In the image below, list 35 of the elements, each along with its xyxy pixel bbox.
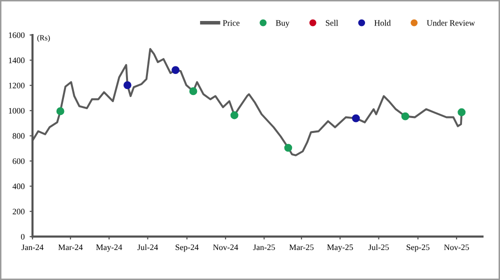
x-tick-label: Nov-25	[444, 244, 469, 250]
y-tick-label: 800	[12, 133, 25, 139]
point	[352, 114, 360, 122]
point	[123, 81, 132, 90]
legend-label: Price	[222, 20, 240, 26]
x-tick-label: May-25	[327, 244, 353, 252]
x-tick-label: Nov-24	[213, 244, 238, 250]
x-tick-label: Sep-24	[176, 244, 199, 252]
y-tick-label: 200	[12, 208, 25, 214]
point	[401, 112, 410, 120]
x-tick-label: Jan-25	[253, 244, 275, 250]
x-tick-label: Mar-25	[289, 244, 314, 250]
y-tick-label: 1000	[8, 108, 25, 114]
y-tick-label: 600	[12, 158, 25, 164]
point	[230, 111, 238, 120]
x-tick-label: Jul-25	[368, 244, 389, 250]
legend-label: Buy	[276, 20, 290, 28]
point	[458, 108, 466, 116]
y-tick-label: 400	[12, 184, 25, 190]
point	[189, 87, 198, 96]
y-tick-label: 1200	[8, 82, 25, 88]
x-tick-label: Jul-24	[137, 244, 158, 250]
point	[56, 107, 64, 116]
y-tick-label: 0	[21, 234, 25, 240]
legend-label: Hold	[374, 20, 391, 26]
y-tick-label: 1600	[8, 32, 25, 38]
x-tick-label: May-24	[96, 244, 122, 252]
x-tick-label: Mar-24	[58, 244, 83, 250]
legend-label: Under Review	[426, 20, 475, 26]
y-tick-label: 1400	[8, 58, 25, 64]
x-tick-label: Jan-24	[22, 244, 44, 250]
x-tick-label: Sep-25	[406, 244, 430, 252]
point	[172, 66, 180, 74]
point	[284, 144, 292, 152]
legend-label: Sell	[326, 20, 338, 26]
